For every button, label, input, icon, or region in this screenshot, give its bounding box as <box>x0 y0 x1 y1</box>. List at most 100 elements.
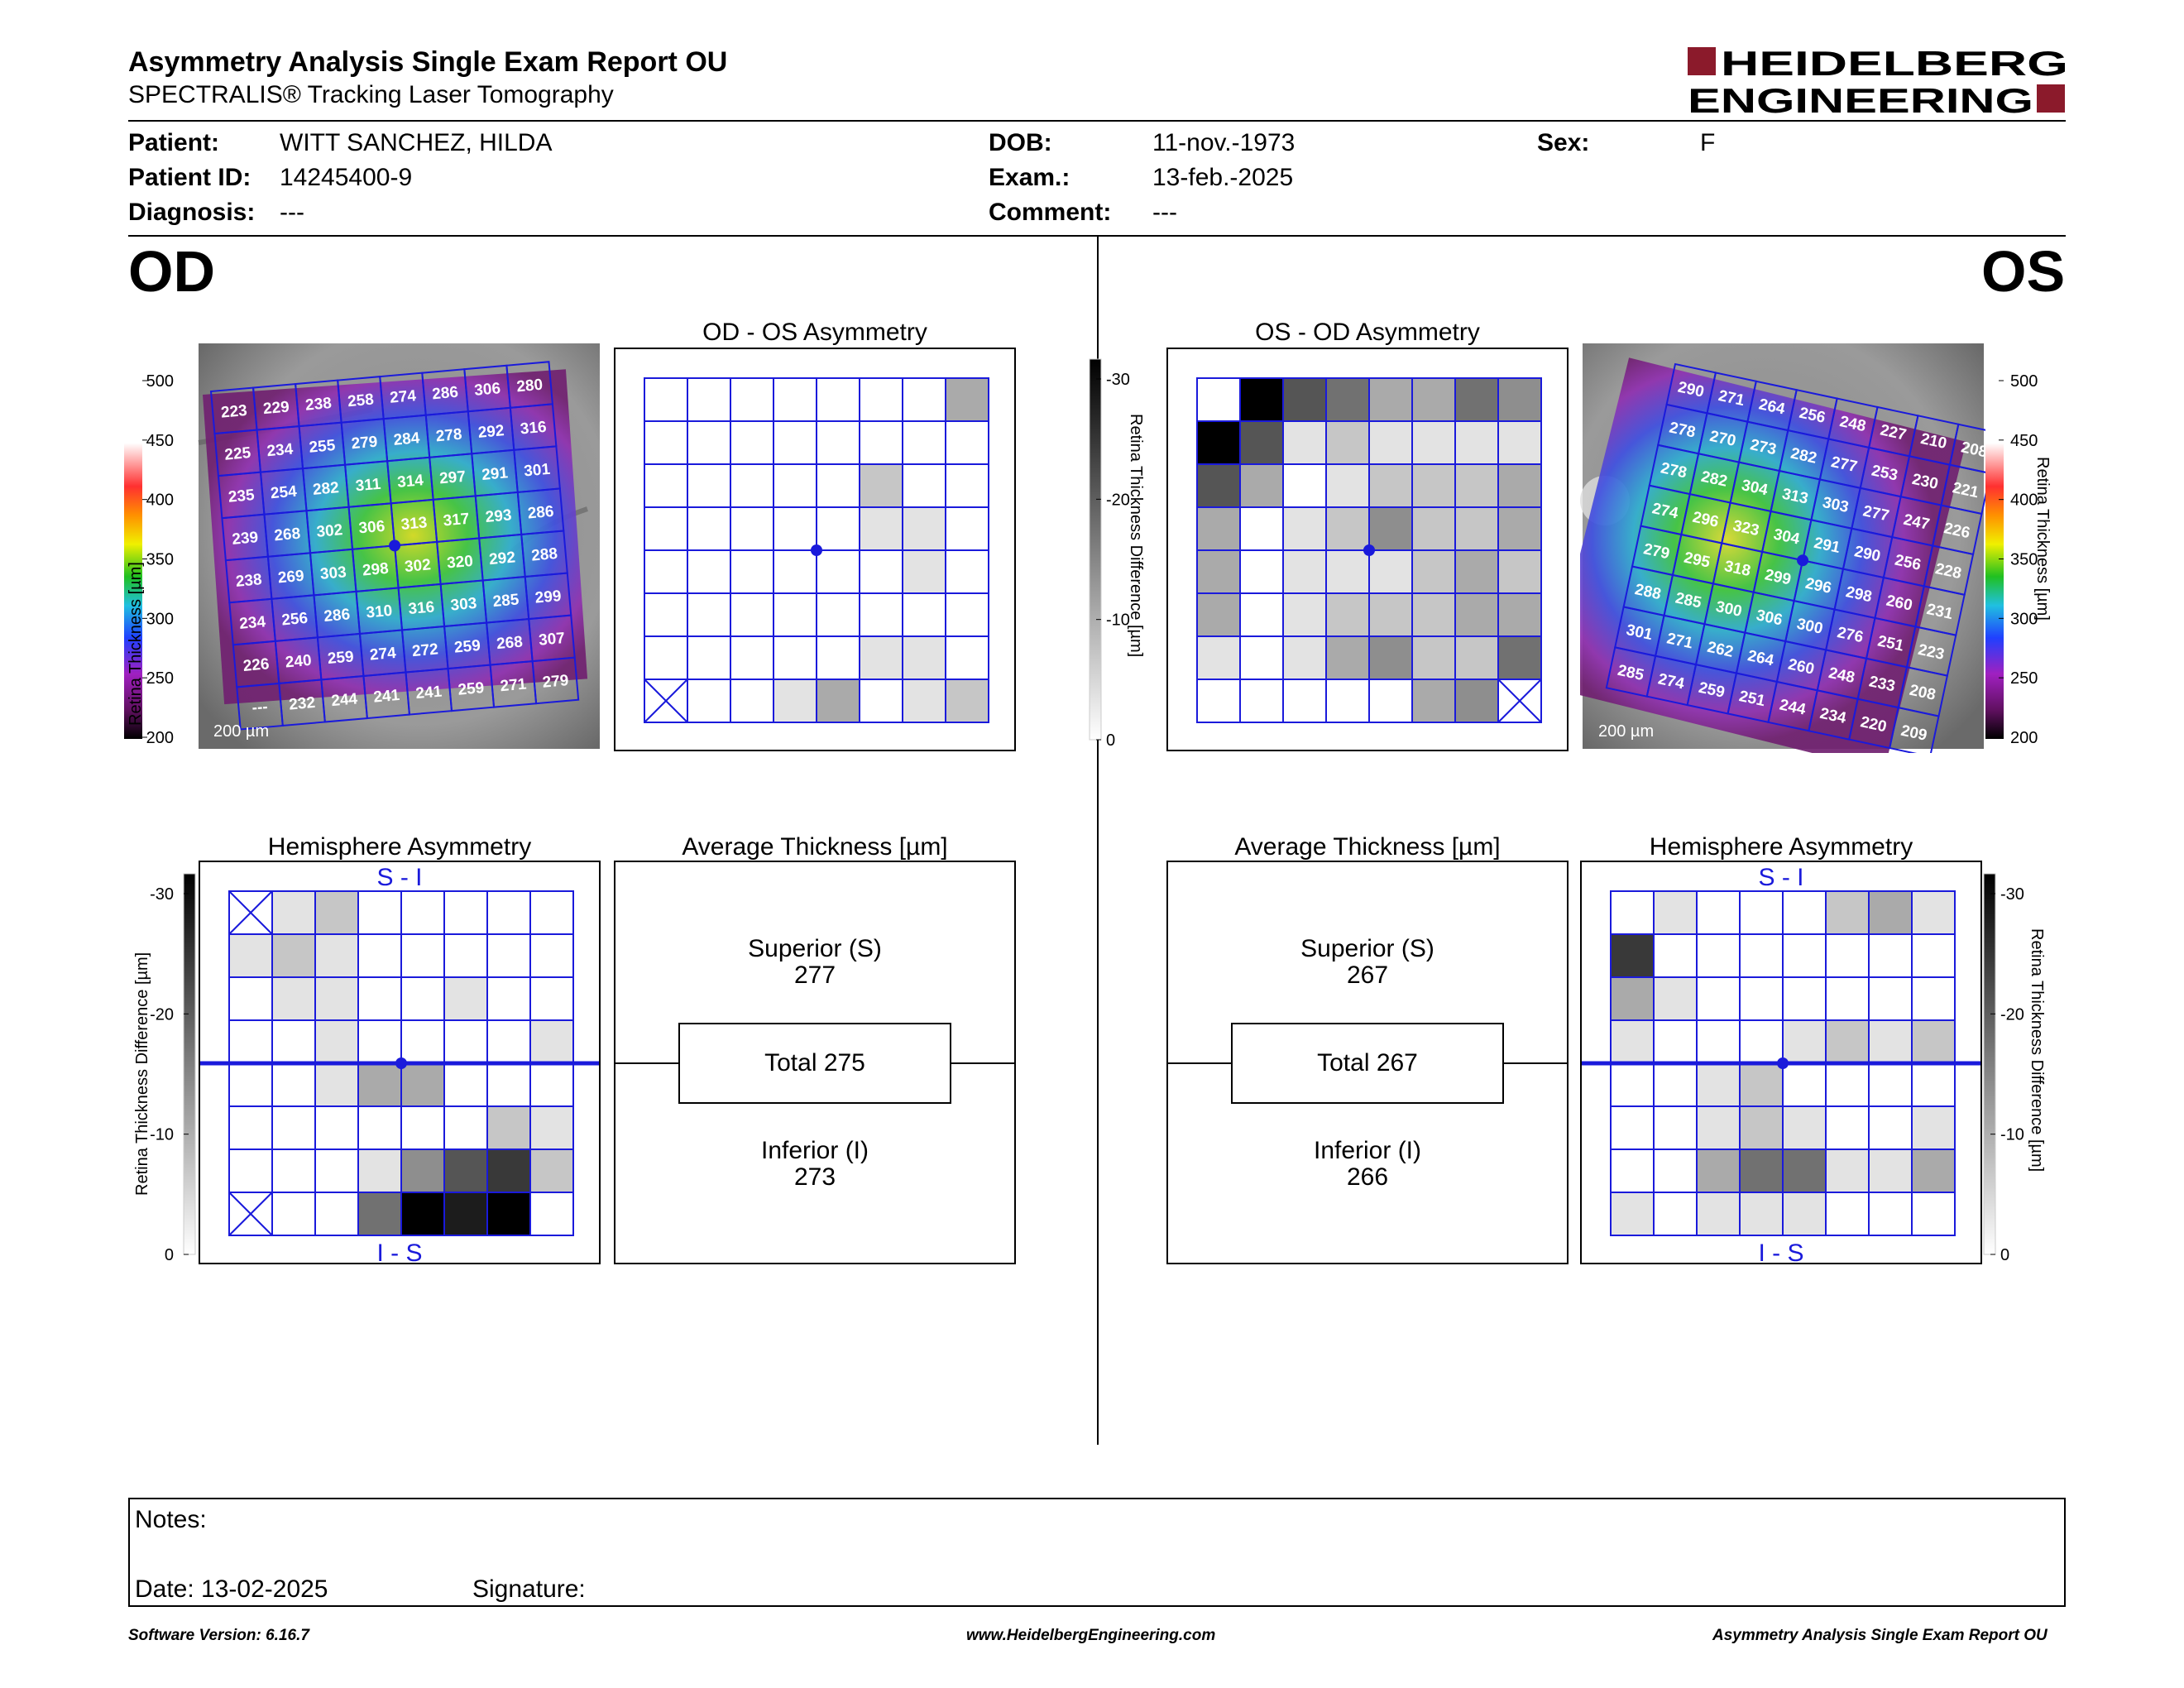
os-hemi-cell <box>1739 1149 1784 1193</box>
od-hemi-cell <box>271 1019 316 1064</box>
os-hemi-cell <box>1653 933 1698 978</box>
od-thickness-tick-label: 200 <box>146 729 174 747</box>
od-asym-cell <box>644 377 688 422</box>
od-hemi-grid: S - I I - S <box>200 864 599 1267</box>
os-asym-cell <box>1411 420 1456 465</box>
od-hemi-bottom-label: I - S <box>376 1240 422 1263</box>
od-hemi-cell <box>314 1062 359 1107</box>
od-thickness-value: 234 <box>239 613 267 633</box>
os-thickness-tick-label: 500 <box>2010 372 2038 391</box>
os-asym-cell <box>1497 635 1542 680</box>
od-asym-cell <box>816 463 860 508</box>
os-asym-cell <box>1282 420 1327 465</box>
od-asym-cell <box>816 549 860 594</box>
mid-diff-tick-label: -30 <box>1106 371 1130 389</box>
os-asym-cell <box>1411 506 1456 551</box>
os-hemi-cell <box>1610 1105 1655 1150</box>
od-thickness-value: 225 <box>224 444 252 464</box>
od-thickness-value: 258 <box>347 391 374 411</box>
os-asym-cell <box>1325 506 1370 551</box>
os-asym-cell <box>1282 592 1327 637</box>
od-asym-cell <box>902 506 946 551</box>
os-asym-cell <box>1368 679 1413 723</box>
od-hemi-cell <box>486 1149 531 1193</box>
os-heatmap <box>1546 357 1966 771</box>
od-asym-cell <box>945 635 989 680</box>
os-hemi-cell <box>1653 976 1698 1021</box>
os-hemi-cell <box>1782 933 1827 978</box>
os-asym-cell <box>1368 549 1413 594</box>
os-diff-axis: -30 -20 -10 0 Retina Thickness Difference [… <box>1982 869 2057 1266</box>
od-total-box: Total 275 <box>678 1023 951 1104</box>
os-hemi-cell <box>1696 1019 1741 1064</box>
od-hemi-cell <box>443 1062 488 1107</box>
od-asym-cell <box>644 506 688 551</box>
od-hemi-cell <box>271 890 316 935</box>
od-thickness-value: 239 <box>232 529 259 549</box>
od-hemi-cell <box>314 890 359 935</box>
os-asym-cell <box>1497 506 1542 551</box>
mid-diff-axis: -30 -20 -10 0 Retina Thickness Difference [… <box>1080 354 1154 751</box>
os-hemi-cell <box>1782 1062 1827 1107</box>
od-hemi-cell <box>529 1105 574 1150</box>
od-hemi-cell <box>443 1149 488 1193</box>
od-hemi-cell <box>314 1192 359 1236</box>
od-thickness-value: 232 <box>289 694 316 714</box>
os-asym-cell <box>1454 635 1499 680</box>
od-hemi-cell <box>529 1019 574 1064</box>
od-asym-frame <box>614 348 1016 751</box>
od-thickness-grid-lines: 223 229 238 258 274 286 306 280 225 234 255 279 284 2… <box>209 361 580 731</box>
od-hemi-cell <box>228 1149 273 1193</box>
od-hemi-cell <box>529 890 574 935</box>
os-asym-cell <box>1454 506 1499 551</box>
os-thickness-tick-label: 300 <box>2010 610 2038 628</box>
od-asym-cell <box>945 377 989 422</box>
os-hemi-cell <box>1653 1062 1698 1107</box>
od-hemi-cell <box>228 933 273 978</box>
od-thickness-value: 259 <box>457 679 485 699</box>
od-asym-cell <box>687 420 731 465</box>
os-hemi-cell <box>1610 933 1655 978</box>
od-thickness-value: 292 <box>477 422 505 442</box>
od-thickness-cell <box>531 656 580 705</box>
os-hemi-cell <box>1653 1105 1698 1150</box>
patient-name: WITT SANCHEZ, HILDA <box>280 129 553 156</box>
od-hemi-cell <box>443 976 488 1021</box>
od-thickness-value: 288 <box>530 545 558 565</box>
os-hemi-cell <box>1696 1149 1741 1193</box>
os-superior-label: Superior (S) <box>1300 935 1434 962</box>
os-thickness-tick-label: 400 <box>2010 492 2038 510</box>
os-hemi-cell <box>1911 976 1956 1021</box>
od-asym-cell <box>816 592 860 637</box>
os-asym-cell <box>1368 463 1413 508</box>
od-hemi-cell <box>357 1149 402 1193</box>
od-thickness-value: 268 <box>496 633 523 653</box>
os-asym-cell <box>1282 679 1327 723</box>
os-hemi-cell <box>1696 976 1741 1021</box>
os-hemi-cell <box>1782 976 1827 1021</box>
footer-website[interactable]: www.HeidelbergEngineering.com <box>966 1627 1216 1644</box>
od-thickness-value: 291 <box>481 464 509 484</box>
notes-box[interactable]: Notes: Date: 13-02-2025 Signature: <box>128 1498 2066 1607</box>
od-thickness-svg: 500 450 400 350 300 250 200 Retina Thickness [… <box>124 343 600 749</box>
os-avg-frame: Superior (S) 267 Total 267 Inferior (I) … <box>1166 861 1569 1264</box>
od-thickness-value: 313 <box>400 514 428 534</box>
patient-id-label: Patient ID: <box>128 164 251 191</box>
os-asym-cell <box>1239 592 1284 637</box>
od-asym-cell <box>816 635 860 680</box>
od-asym-cell <box>773 506 817 551</box>
od-asym-cell <box>644 420 688 465</box>
os-asym-cell <box>1411 679 1456 723</box>
od-hemi-cell <box>357 1062 402 1107</box>
os-asym-title: OS - OD Asymmetry <box>1255 319 1480 346</box>
os-asym-cell <box>1282 463 1327 508</box>
os-asym-cell <box>1368 420 1413 465</box>
od-thickness-value: 302 <box>316 521 343 541</box>
os-hemi-cell <box>1825 1149 1870 1193</box>
od-hemi-cell <box>486 1105 531 1150</box>
od-thickness-value: 303 <box>450 595 477 615</box>
od-thickness-tick-label: 300 <box>146 610 174 628</box>
od-asym-cell <box>773 592 817 637</box>
os-hemi-cell <box>1653 1192 1698 1236</box>
od-inferior-label: Inferior (I) <box>760 1137 869 1164</box>
